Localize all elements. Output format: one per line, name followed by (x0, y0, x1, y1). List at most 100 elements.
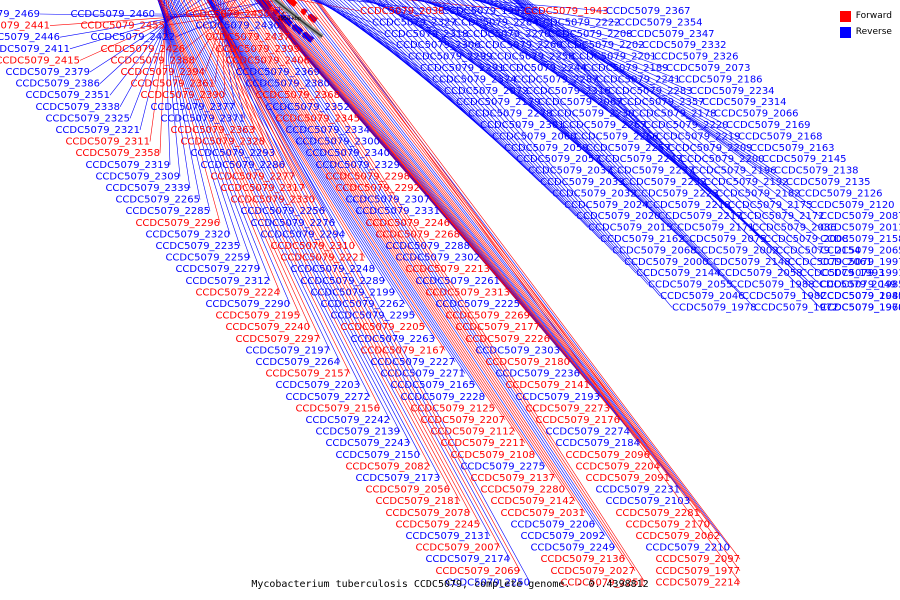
gene-label: CCDC5079_2394 (120, 67, 205, 78)
connector-line (363, 0, 467, 35)
gene-label: CCDC5079_2331 (355, 206, 440, 217)
connector-line (213, 0, 436, 339)
connector-line (206, 0, 346, 235)
gene-label: CCDC5079_2197 (245, 345, 330, 356)
connector-line (194, 0, 481, 525)
connector-line (247, 0, 586, 513)
gene-label: CCDC5079_2065 (820, 245, 900, 256)
gene-label: CCDC5079_2390 (140, 90, 225, 101)
connector-line (269, 0, 571, 363)
connector-line (372, 0, 601, 240)
gene-label: CCDC5079_2243 (325, 438, 410, 449)
connector-line (176, 0, 411, 444)
gene-label: CCDC5079_2354 (618, 17, 703, 28)
gene-label: CCDC5079_2287 (514, 74, 599, 85)
gene-label: CCDC5079_2275 (460, 461, 545, 472)
gene-label: CCDC5079_2357 (620, 97, 705, 108)
gene-label: CCDC5079_2020 (576, 211, 661, 222)
connector-line (157, 0, 261, 270)
gene-label: CCDC5079_2363 (170, 125, 255, 136)
gene-label: CCDC5079_2240 (225, 322, 310, 333)
gene-label: CCDC5079_2137 (470, 473, 555, 484)
gene-label: CCDC5079_2184 (555, 438, 640, 449)
gene-label: CCDC5079_1988 (730, 280, 815, 291)
connector-line (178, 0, 421, 455)
connector-line (171, 0, 391, 421)
connector-line (168, 0, 371, 397)
gene-label: CCDC5079_2265 (115, 195, 200, 206)
connector-line (378, 0, 551, 114)
gene-label: CCDC5079_2317 (220, 183, 305, 194)
connector-line (460, 0, 743, 297)
gene-label: CCDC5079_2179 (456, 97, 541, 108)
gene-label: CCDC5079_2142 (490, 496, 575, 507)
gene-label: CCDC5079_2313 (425, 287, 510, 298)
gene-label: CCDC5079_2002 (694, 245, 779, 256)
gene-label: CCDC5079_2422 (90, 32, 175, 43)
gene-label: CCDC5079_2204 (575, 461, 660, 472)
legend-forward: Forward (839, 8, 892, 24)
gene-label: CCDC5079_2320 (145, 229, 230, 240)
gene-label: CCDC5079_2326 (654, 52, 739, 63)
gene-label: CCDC5079_2430 (195, 21, 280, 32)
connector-line (69, 0, 237, 50)
gene-label: CCDC5079_2163 (750, 143, 835, 154)
connector-line (191, 0, 471, 513)
connector-line (332, 0, 493, 137)
gene-label: CCDC5079_2249 (530, 543, 615, 554)
gene-label: CCDC5079_2211 (440, 438, 525, 449)
gene-label: CCDC5079_2340 (305, 148, 390, 159)
connector-line (291, 0, 661, 467)
gene-label: CCDC5079_2411 (0, 44, 70, 55)
gene-label: CCDC5079_2136 (540, 554, 625, 565)
gene-label: CCDC5079_2144 (636, 268, 721, 279)
connector-line (422, 0, 585, 69)
gene-label: CCDC5079_2298 (325, 171, 410, 182)
legend: Forward Reverse (839, 8, 892, 40)
gene-label: CCDC5079_2268 (375, 229, 460, 240)
gene-label: CCDC5079_1980 (820, 291, 900, 302)
gene-label: CCDC5079_2103 (605, 496, 690, 507)
gene-label: CCDC5079_2069 (435, 566, 520, 577)
connector-line (161, 0, 321, 339)
gene-label: CCDC5079_2266 (574, 131, 659, 142)
connector-line (466, 0, 729, 206)
connector-line (461, 0, 717, 194)
connector-line (267, 0, 646, 583)
gene-label: CCDC5079_2031 (500, 508, 585, 519)
connector-line (315, 0, 741, 583)
gene-label: CCDC5079_2202 (560, 40, 645, 51)
connector-line (261, 0, 521, 305)
gene-label: CCDC5079_2120 (810, 200, 895, 211)
connector-line (241, 0, 566, 490)
connector-line (472, 0, 741, 217)
gene-label: CCDC5079_2270 (466, 29, 551, 40)
gene-label: CCDC5079_2220 (644, 120, 729, 131)
connector-line (160, 0, 311, 328)
gene-label: CCDC5079_2369 (235, 67, 320, 78)
gene-label: CCDC5079_2078 (385, 508, 470, 519)
gene-label: CCDC5079_2441 (0, 21, 50, 32)
gene-label: CCDC5079_2300 (295, 137, 380, 148)
gene-label: CCDC5079_2248 (290, 264, 375, 275)
gene-label: CCDC5079_2219 (656, 131, 741, 142)
connector-line (221, 0, 486, 397)
gene-label: CCDC5079_2024 (564, 200, 649, 211)
gene-label: CCDC5079_2112 (430, 427, 515, 438)
connector-line (210, 0, 416, 316)
gene-label: CCDC5079_2261 (415, 276, 500, 287)
connector-line (371, 0, 515, 80)
connector-line (393, 0, 599, 160)
gene-label: CCDC5079_2319 (85, 160, 170, 171)
gene-label: CCDC5079_2325 (45, 113, 130, 124)
gene-label: CCDC5079_2055 (648, 280, 733, 291)
connector-line (264, 0, 541, 328)
gene-label: CCDC5079_2285 (125, 206, 210, 217)
gene-label: CCDC5079_2096 (565, 450, 650, 461)
connector-line (173, 0, 401, 432)
gene-label: CCDC5079_2228 (400, 392, 485, 403)
gene-label: CCDC5079_2108 (450, 450, 535, 461)
gene-label: CCDC5079_2037 (528, 166, 613, 177)
connector-line (203, 0, 511, 560)
gene-label: CCDC5079_2415 (0, 55, 80, 66)
